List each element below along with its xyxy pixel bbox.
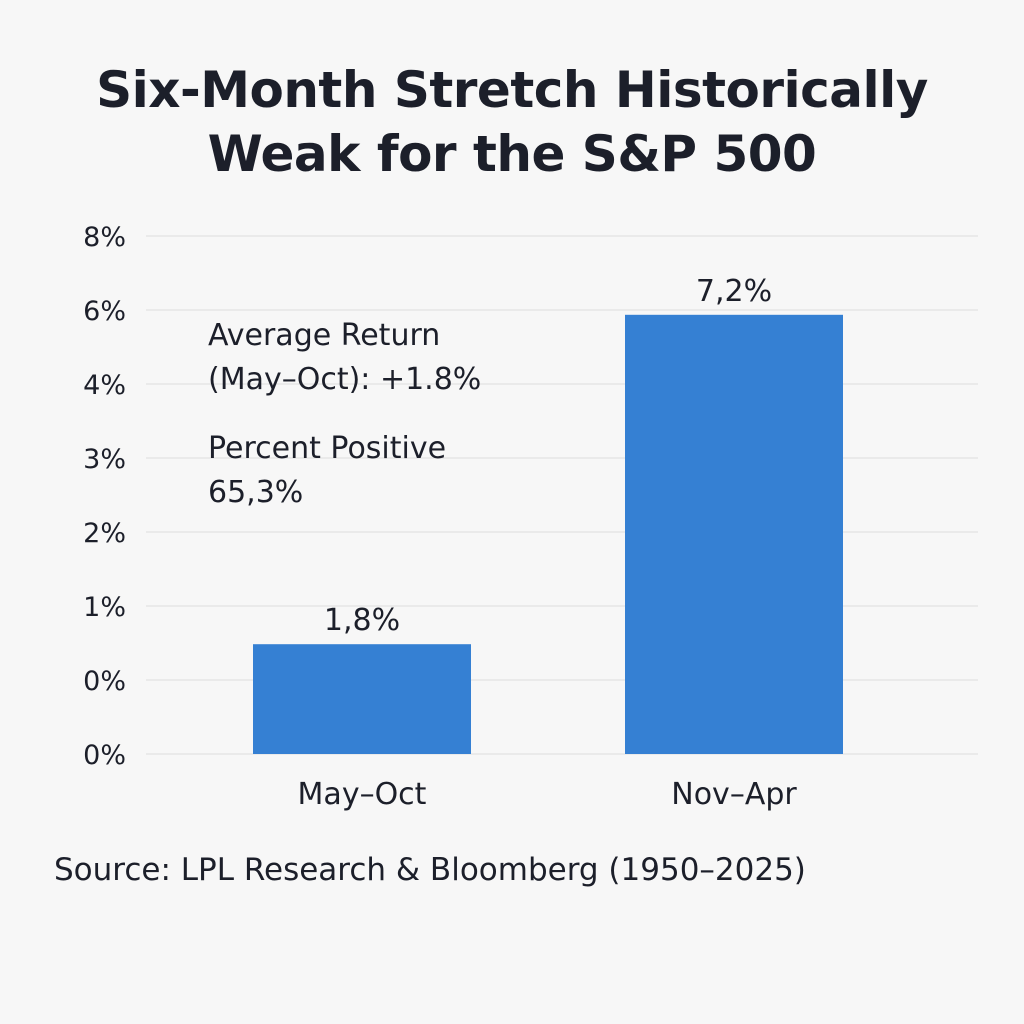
y-tick-label: 0% xyxy=(83,666,126,697)
chart-title-line-2: Weak for the S&P 500 xyxy=(207,125,817,183)
chart-title: Six-Month Stretch Historically Weak for … xyxy=(0,58,1024,186)
annotation-percent-positive-value: 65,3% xyxy=(208,475,304,510)
y-tick-label: 0% xyxy=(83,740,126,771)
y-tick-label: 8% xyxy=(83,222,126,253)
y-tick-label: 6% xyxy=(83,296,126,327)
annotation-percent-positive: Percent Positive 65,3% xyxy=(208,427,446,515)
annotation-percent-positive-heading: Percent Positive xyxy=(208,431,447,466)
y-tick-label: 3% xyxy=(83,444,126,475)
annotation-average-return: Average Return (May–Oct): +1.8% xyxy=(208,314,481,402)
chart-title-line-1: Six-Month Stretch Historically xyxy=(96,61,928,119)
annotation-average-return-value: (May–Oct): +1.8% xyxy=(208,362,482,397)
annotation-average-return-heading: Average Return xyxy=(208,318,441,353)
bar xyxy=(253,644,471,754)
x-category-label: May–Oct xyxy=(298,777,427,812)
source-note: Source: LPL Research & Bloomberg (1950–2… xyxy=(54,852,806,888)
y-tick-label: 1% xyxy=(83,592,126,623)
y-tick-label: 4% xyxy=(83,370,126,401)
data-label: 7,2% xyxy=(696,274,772,309)
data-label: 1,8% xyxy=(324,603,400,638)
y-tick-label: 2% xyxy=(83,518,126,549)
bar xyxy=(625,314,843,754)
x-category-label: Nov–Apr xyxy=(671,777,797,812)
